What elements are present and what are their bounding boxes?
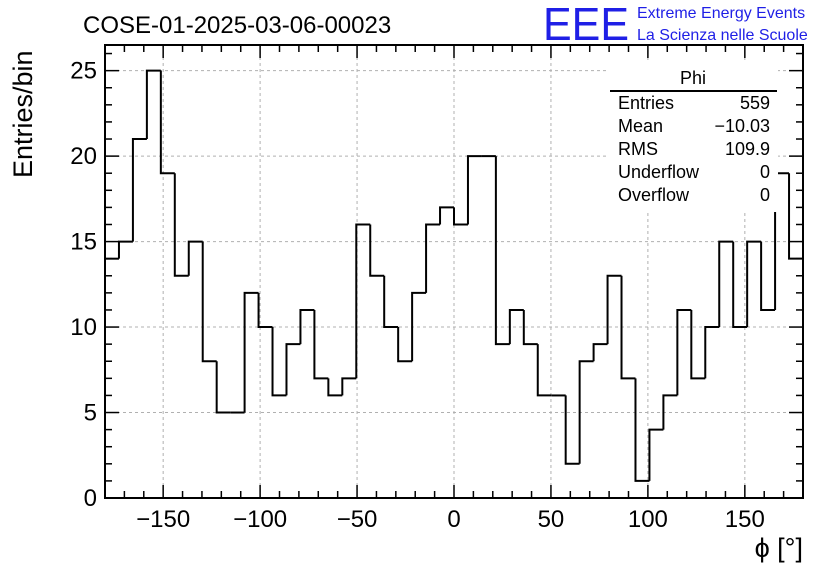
histogram-bin <box>299 308 315 345</box>
x-tick-label: 50 <box>538 506 565 533</box>
run-title: COSE-01-2025-03-06-00023 <box>83 12 391 39</box>
logo-line-1: Extreme Energy Events <box>637 5 805 22</box>
histogram-bin <box>760 241 776 311</box>
y-tick-label: 10 <box>70 314 97 341</box>
histogram-bin <box>411 291 427 362</box>
histogram-bin <box>173 173 189 277</box>
x-tick-label: −100 <box>233 506 287 533</box>
histogram-bin <box>355 223 371 379</box>
histogram-bin <box>425 223 441 293</box>
y-axis-title: Entries/bin <box>8 50 38 178</box>
histogram-bin <box>341 377 357 396</box>
stats-value-mean: −10.03 <box>714 116 770 136</box>
histogram-bin <box>313 309 329 380</box>
axes: −150 −100 −50 0 50 100 150 0 5 10 15 20 25 <box>70 44 804 533</box>
stats-box-background <box>608 62 778 212</box>
eee-logo-letters: EEE <box>543 0 629 50</box>
histogram-bin <box>257 292 273 329</box>
y-tick-label: 15 <box>70 229 97 256</box>
histogram-bin <box>578 360 594 464</box>
histogram-bin <box>732 241 748 329</box>
histogram-bin <box>634 378 650 482</box>
stats-label-underflow: Underflow <box>618 162 700 182</box>
histogram-bin <box>564 395 580 465</box>
stats-label-rms: RMS <box>618 139 658 159</box>
x-tick-label: 100 <box>628 506 668 533</box>
histogram-bin <box>285 343 301 396</box>
y-tick-label: 20 <box>70 143 97 170</box>
stats-value-overflow: 0 <box>760 185 770 205</box>
histogram-bin <box>508 308 524 345</box>
histogram-bin <box>243 291 259 413</box>
histogram-bin <box>522 309 538 346</box>
x-tick-label: −150 <box>136 506 190 533</box>
histogram-bin <box>145 69 161 140</box>
stats-title: Phi <box>680 68 706 88</box>
histogram-bin <box>662 394 678 430</box>
stats-value-entries: 559 <box>740 93 770 113</box>
histogram-bin <box>327 378 343 397</box>
stats-value-rms: 109.9 <box>725 139 770 159</box>
histogram-bin <box>466 155 482 225</box>
eee-logo: EEE Extreme Energy Events La Scienza nel… <box>543 0 808 50</box>
histogram-bin <box>704 326 720 379</box>
histogram-bin <box>494 156 510 346</box>
x-tick-label: 0 <box>447 506 460 533</box>
histogram-bin <box>536 344 552 397</box>
histogram-bin <box>187 240 203 276</box>
y-tick-label: 5 <box>84 400 97 427</box>
x-tick-label: 150 <box>725 506 765 533</box>
histogram-bin <box>159 70 175 175</box>
y-tick-label: 0 <box>84 485 97 512</box>
histogram-bin <box>648 428 664 481</box>
logo-line-2: La Scienza nelle Scuole <box>637 27 808 44</box>
histogram-bin <box>215 361 231 414</box>
histogram-bin <box>676 308 692 396</box>
histogram-bin <box>690 309 706 380</box>
histogram-bin <box>383 275 399 329</box>
histogram-bin <box>117 240 133 259</box>
y-tick-label: 25 <box>70 58 97 85</box>
x-tick-label: −50 <box>337 506 378 533</box>
histogram-bin <box>592 343 608 362</box>
histogram-bin <box>369 224 385 277</box>
histogram-bin <box>788 173 803 260</box>
histogram-bin <box>606 274 622 345</box>
stats-label-entries: Entries <box>618 93 674 113</box>
histogram-bin <box>746 240 762 328</box>
stats-label-overflow: Overflow <box>618 185 690 205</box>
histogram-bin <box>620 275 636 380</box>
stats-label-mean: Mean <box>618 116 663 136</box>
histogram-bin <box>439 206 454 225</box>
histogram-bin <box>131 138 147 242</box>
histogram-bin <box>271 327 287 397</box>
histogram-bin <box>718 240 734 328</box>
histogram-bin <box>201 241 217 363</box>
histogram-bin <box>397 327 413 363</box>
stats-value-underflow: 0 <box>760 162 770 182</box>
histogram-series <box>105 69 803 482</box>
stats-box: Phi Entries 559 Mean −10.03 RMS 109.9 Un… <box>608 62 778 212</box>
histogram-bin <box>453 207 468 226</box>
x-axis-title: ϕ [°] <box>755 533 803 563</box>
